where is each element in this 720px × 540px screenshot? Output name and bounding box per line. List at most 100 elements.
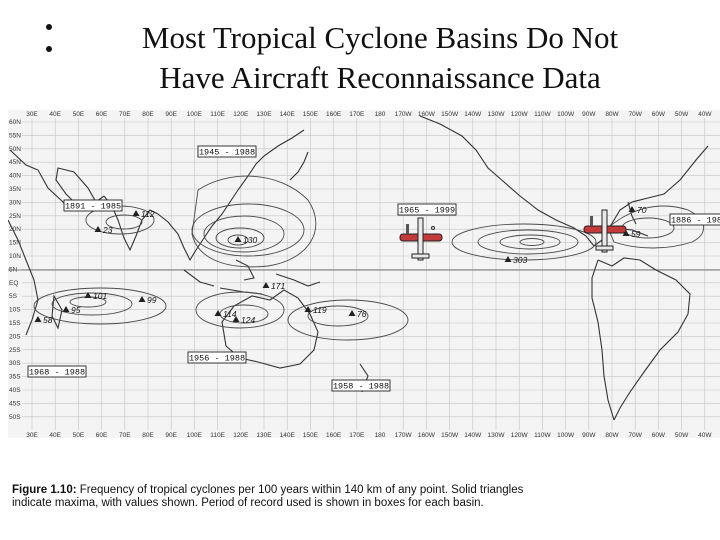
record-period-box-sio: 1956 - 1988 (187, 351, 247, 364)
maximum-triangle-icon (622, 230, 630, 236)
longitude-label: 50E (73, 111, 85, 118)
latitude-label: 60N (9, 119, 21, 126)
maximum-marker-nio-2: 23 (94, 225, 113, 235)
contour-wpac-50 (203, 215, 285, 253)
longitude-label: 60W (652, 111, 666, 118)
record-period-box-wpac: 1945 - 1988 (197, 145, 257, 158)
longitude-label: 100W (557, 432, 575, 438)
maximum-marker-sio-4: 99 (138, 295, 157, 305)
latitude-label: 15N (9, 240, 21, 247)
maximum-value: 76 (357, 309, 367, 319)
record-period-box-epac: 1965 - 1999 (397, 203, 457, 216)
longitude-label: 110E (210, 432, 225, 438)
longitude-label: 140W (464, 111, 482, 118)
maximum-value: 124 (241, 315, 255, 325)
longitude-label: 80W (605, 432, 619, 438)
record-period-boxes: 1945 - 1988 1891 - 1985 1965 - 1999 1886 - … (27, 145, 720, 392)
longitude-labels-bottom: 30E 40E 50E 60E 70E 80E 90E 100E 110E 120E 130E 140… (26, 432, 712, 438)
longitude-label: 120W (511, 111, 529, 118)
maximum-value: 23 (102, 225, 113, 235)
longitude-label: 40W (698, 432, 712, 438)
latitude-label: 20N (9, 226, 21, 233)
latitude-label: 5S (9, 293, 18, 300)
airplane-icon (582, 208, 628, 261)
airplane-icon (398, 216, 444, 269)
record-period-box-swio: 1968 - 1988 (27, 365, 87, 378)
coast-africa (8, 219, 39, 336)
contour-atl-20 (607, 205, 704, 249)
contour-sio-50 (51, 292, 133, 316)
contour-atl-50 (621, 217, 675, 239)
record-period-box-atl: 1886 - 1988 (669, 213, 720, 226)
latitude-label: 50S (9, 414, 21, 421)
latitude-label: 35N (9, 186, 21, 193)
contour-aus-20 (195, 291, 285, 329)
maximum-triangle-icon (132, 210, 140, 216)
coast-hawaii (430, 225, 436, 231)
longitude-label: 70W (629, 111, 643, 118)
longitude-label: 40E (49, 432, 61, 438)
longitude-label: 130E (256, 432, 272, 438)
maximum-marker-aus-1: 114 (214, 309, 237, 319)
longitude-label: 130E (256, 111, 272, 118)
longitude-label: 70E (119, 432, 131, 438)
title-bullet-icon (44, 18, 54, 56)
latitude-label: 10S (9, 307, 21, 314)
record-period-box-spac: 1958 - 1988 (331, 379, 391, 392)
maximum-value: 130 (243, 235, 257, 245)
maximum-triangle-icon (84, 292, 92, 298)
maximum-value: 171 (271, 281, 285, 291)
longitude-label: 90E (165, 432, 177, 438)
longitude-label: 110W (534, 432, 551, 438)
longitude-label: 70E (119, 111, 131, 118)
longitude-label: 120E (233, 432, 249, 438)
latitude-label: 10N (9, 253, 21, 260)
record-period-label: 1891 - 1985 (65, 202, 121, 212)
latitude-label: 35S (9, 374, 21, 381)
contour-epac-20 (451, 223, 597, 261)
record-period-label: 1965 - 1999 (399, 206, 455, 216)
maximum-triangle-icon (62, 306, 70, 312)
longitude-label: 90E (165, 111, 177, 118)
longitude-label: 150E (303, 111, 319, 118)
longitude-label: 50W (675, 432, 689, 438)
maximum-triangle-icon (34, 316, 42, 322)
contour-nio-50 (105, 214, 143, 230)
longitude-label: 30E (26, 432, 38, 438)
maximum-triangle-icon (504, 256, 512, 262)
maximum-value: 58 (43, 315, 53, 325)
contour-wpac-100 (215, 227, 265, 249)
longitude-label: 140W (464, 432, 482, 438)
longitude-label: 110W (534, 111, 551, 118)
longitude-label: 170W (395, 432, 413, 438)
record-period-label: 1968 - 1988 (29, 368, 85, 378)
longitude-label: 120E (233, 111, 249, 118)
maximum-value: 303 (513, 255, 527, 265)
latitude-label: 15S (9, 320, 21, 327)
maximum-triangle-icon (262, 282, 270, 288)
longitude-label: 140E (280, 432, 296, 438)
maximum-value: 112 (141, 209, 155, 219)
contour-epac-100 (477, 229, 579, 255)
slide-title-line2: Have Aircraft Reconnaissance Data (159, 60, 601, 95)
maximum-triangle-icon (234, 236, 242, 242)
latitude-label: 30N (9, 199, 21, 206)
longitude-label: 150W (441, 111, 459, 118)
maximum-value: 101 (93, 291, 107, 301)
record-period-frame (187, 351, 247, 364)
record-period-label: 1945 - 1988 (199, 148, 255, 158)
maximum-marker-epac-1: 303 (504, 255, 527, 265)
longitude-label: 160E (326, 432, 342, 438)
coast-new-guinea (275, 273, 321, 287)
map-canvas: 30E 40E 50E 60E 70E 80E 90E 100E 110E 120E 130E 140… (8, 111, 720, 438)
longitude-label: 180 (375, 432, 386, 438)
maximum-value: 119 (313, 305, 327, 315)
longitude-label: 170E (349, 432, 365, 438)
cyclone-frequency-map: 30E 40E 50E 60E 70E 80E 90E 100E 110E 120E 130E 140… (8, 110, 720, 438)
longitude-label: 120W (511, 432, 529, 438)
record-period-box-nio: 1891 - 1985 (63, 199, 123, 212)
coast-japan (289, 151, 309, 181)
record-period-label: 1886 - 1988 (671, 216, 720, 226)
coast-south-america-east (597, 257, 691, 421)
maximum-triangle-icon (214, 310, 222, 316)
